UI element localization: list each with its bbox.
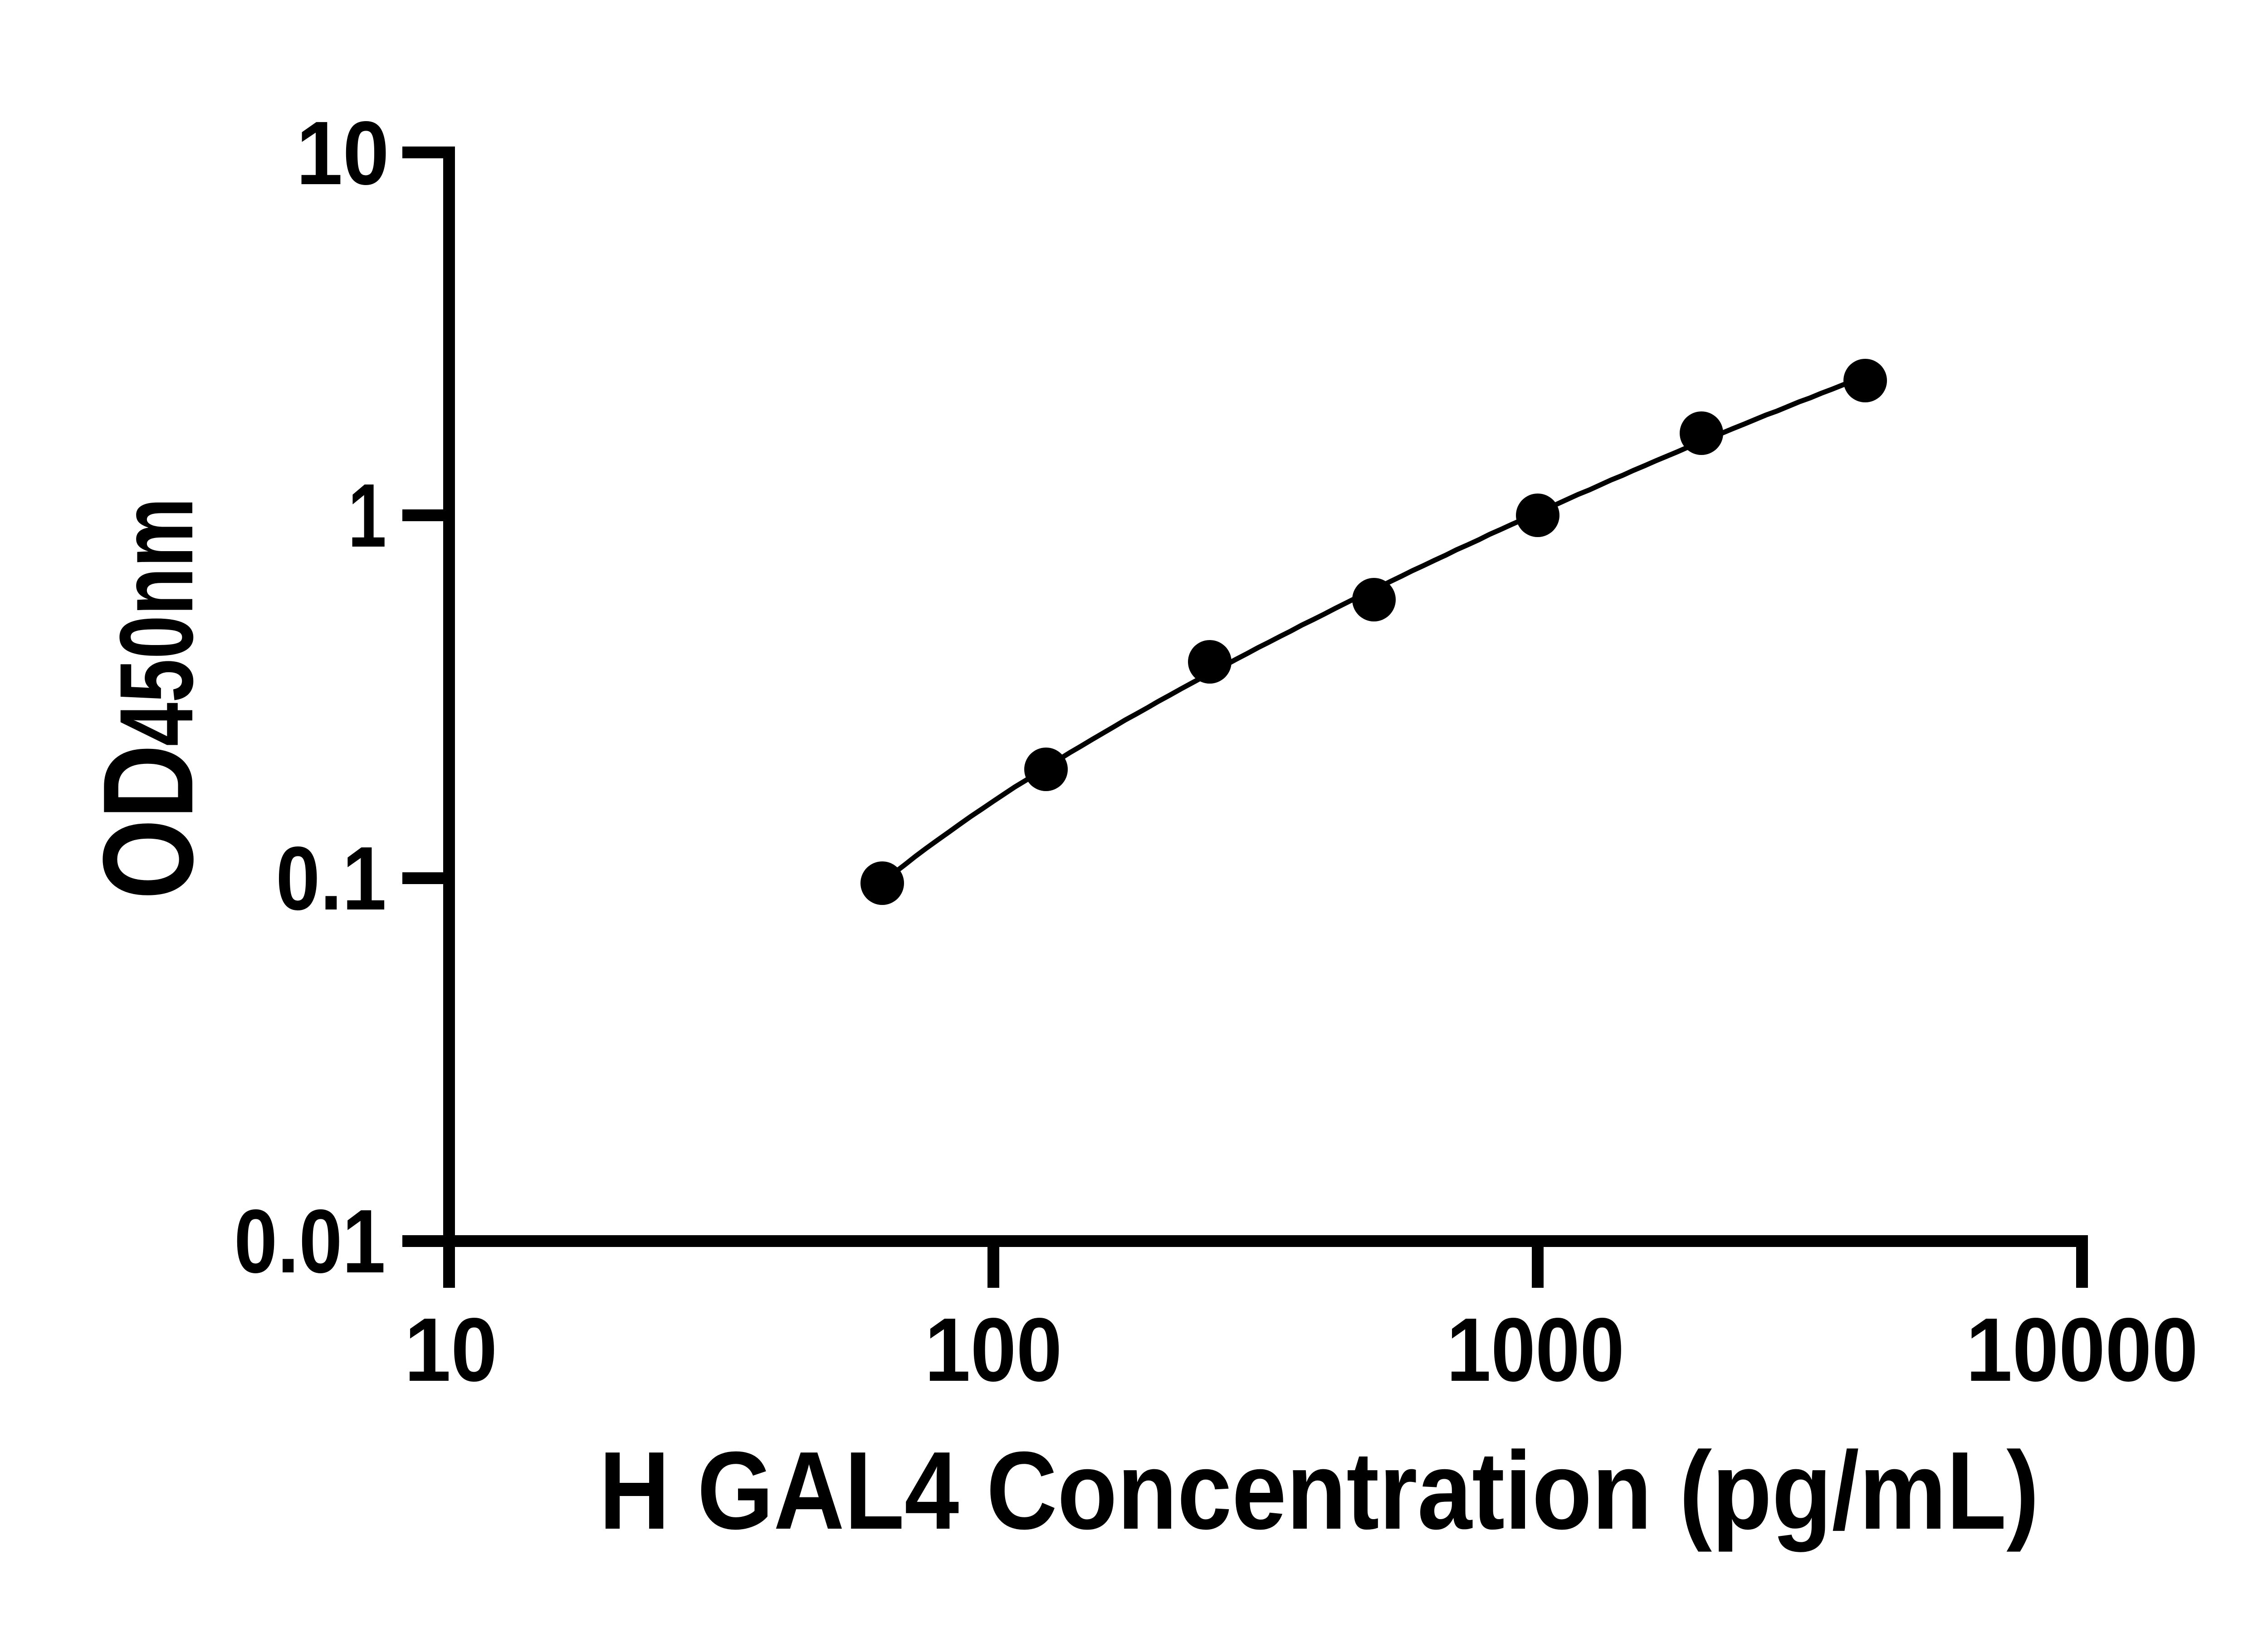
svg-text:1: 1 — [348, 465, 386, 566]
svg-text:100: 100 — [925, 1300, 1062, 1400]
svg-text:0.01: 0.01 — [234, 1191, 386, 1292]
svg-text:450nm: 450nm — [98, 498, 215, 746]
svg-text:10: 10 — [296, 103, 389, 204]
svg-text:10000: 10000 — [1966, 1300, 2198, 1400]
svg-text:0.1: 0.1 — [276, 828, 386, 929]
svg-text:10: 10 — [405, 1300, 498, 1400]
svg-text:H GAL4 Concentration (pg/mL): H GAL4 Concentration (pg/mL) — [599, 1428, 2039, 1552]
svg-text:OD: OD — [76, 744, 220, 900]
svg-text:1000: 1000 — [1447, 1300, 1624, 1400]
